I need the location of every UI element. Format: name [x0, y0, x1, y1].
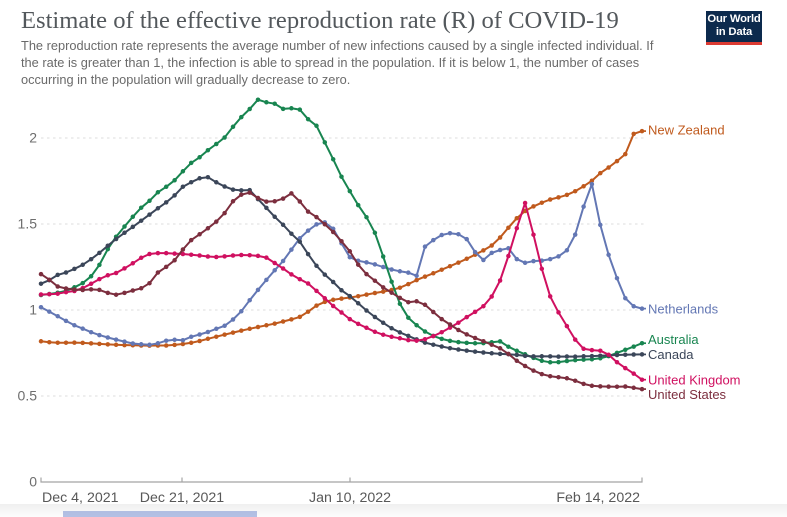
svg-text:Dec 4, 2021: Dec 4, 2021	[42, 490, 119, 506]
svg-text:Feb 14, 2022: Feb 14, 2022	[556, 490, 640, 506]
svg-text:Australia: Australia	[648, 332, 699, 347]
svg-text:1.5: 1.5	[18, 216, 38, 232]
svg-text:Netherlands: Netherlands	[648, 302, 719, 317]
svg-text:Dec 21, 2021: Dec 21, 2021	[140, 490, 225, 506]
svg-text:United States: United States	[648, 387, 727, 402]
svg-text:1: 1	[29, 302, 37, 318]
svg-text:New Zealand: New Zealand	[648, 123, 725, 138]
svg-text:Jan 10, 2022: Jan 10, 2022	[309, 490, 391, 506]
svg-text:0.5: 0.5	[18, 388, 38, 404]
svg-text:2: 2	[29, 130, 37, 146]
svg-text:0: 0	[29, 474, 37, 490]
svg-text:United Kingdom: United Kingdom	[648, 373, 741, 388]
svg-text:Canada: Canada	[648, 347, 694, 362]
